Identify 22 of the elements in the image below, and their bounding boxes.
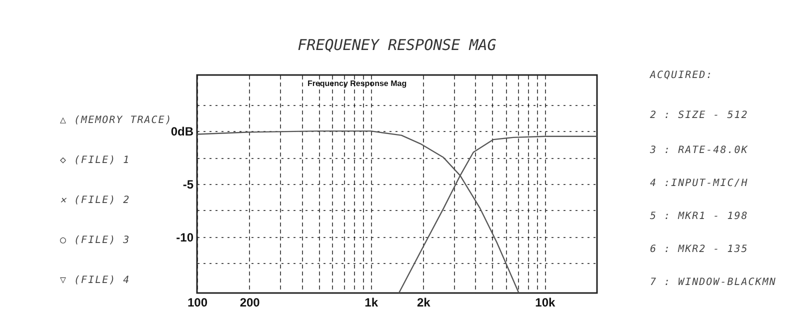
chart-title: FREQUENEY RESPONSE MAG <box>298 36 496 54</box>
text: ◇ (FILE) 1 <box>60 155 130 166</box>
text: Frequency Response Mag <box>307 79 407 88</box>
x-tick-label: 100 <box>187 296 208 310</box>
text: 6 : MKR2 - 135 <box>650 244 748 255</box>
text: △ (MEMORY TRACE) <box>60 115 172 126</box>
text: 3 : RATE-48.0K <box>650 145 748 156</box>
x-tick-label: 2k <box>416 296 431 310</box>
y-tick-label: -5 <box>182 178 194 192</box>
text: ▽ (FILE) 4 <box>60 275 130 286</box>
y-tick-label: 0dB <box>170 124 194 139</box>
text: ○ (FILE) 3 <box>60 235 130 246</box>
x-tick-label: 200 <box>240 296 260 310</box>
x-tick-label: 1k <box>364 296 378 310</box>
text: ACQUIRED: <box>650 70 714 81</box>
text: ✕ (FILE) 2 <box>60 195 130 206</box>
text: 2 : SIZE - 512 <box>650 110 748 121</box>
x-tick-label: 10k <box>535 296 556 310</box>
text: 5 : MKR1 - 198 <box>650 211 748 222</box>
y-tick-label: -10 <box>176 230 194 244</box>
text: 7 : WINDOW-BLACKMN <box>650 277 776 288</box>
text: 4 :INPUT-MIC/H <box>650 178 748 189</box>
